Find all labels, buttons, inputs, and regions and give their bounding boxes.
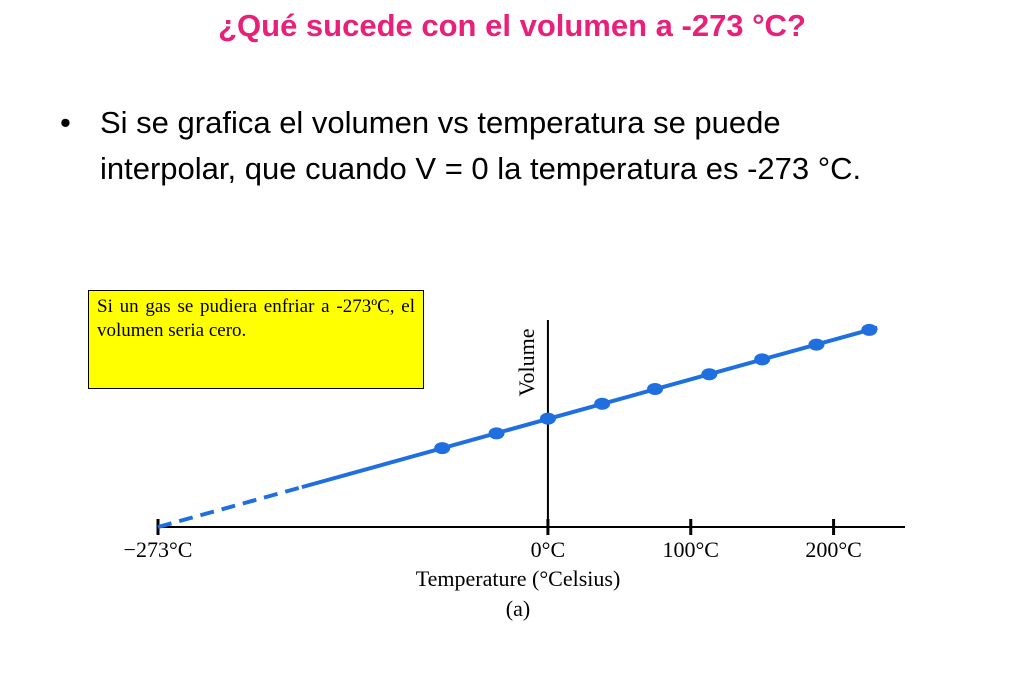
- bullet-text: Si se grafica el volumen vs temperatura …: [100, 105, 862, 186]
- data-point: [434, 442, 451, 455]
- caption: (a): [506, 596, 530, 621]
- x-tick-label: 200°C: [805, 537, 861, 562]
- x-tick-label: −273°C: [124, 537, 193, 562]
- data-point: [808, 338, 825, 351]
- data-point: [861, 323, 878, 336]
- bullet-dot: •: [60, 105, 71, 140]
- bullet: • Si se grafica el volumen vs temperatura…: [60, 100, 920, 192]
- data-point: [647, 383, 664, 395]
- x-axis-label: Temperature (°Celsius): [416, 566, 621, 591]
- data-point: [539, 412, 556, 425]
- data-point: [488, 427, 505, 440]
- extrapolation-line: [157, 485, 303, 529]
- data-point: [701, 368, 718, 381]
- y-axis-label: Volume: [514, 328, 539, 396]
- data-point: [754, 353, 771, 366]
- x-tick-label: 0°C: [531, 537, 565, 562]
- trend-line: [301, 325, 878, 490]
- slide-title: ¿Qué sucede con el volumen a -273 °C?: [218, 8, 806, 43]
- data-point: [594, 397, 611, 410]
- x-tick-label: 100°C: [663, 537, 719, 562]
- note-box: Si un gas se pudiera enfriar a -273ºC, e…: [88, 290, 424, 389]
